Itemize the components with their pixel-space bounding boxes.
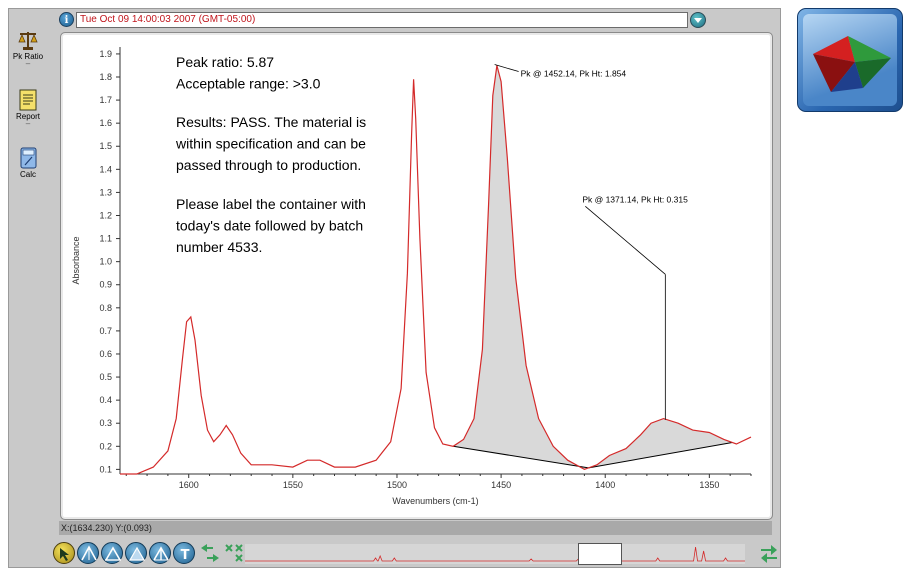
spectrum-chart-panel[interactable]: 0.1 0.2 0.3 0.4 0.5 0.6 0.7 0.8 0.9 1.0 1.1 1.2 1.3 1… [60,32,773,520]
report-label: Report [15,112,40,121]
x-tick-label: 1600 [179,480,199,490]
logo-backdrop [803,14,897,106]
text-tool-icon[interactable]: T [173,542,195,564]
pk-ratio-tool[interactable]: Pk Ratio – [11,29,45,68]
y-tick-label: 1.8 [99,72,112,82]
y-tick-label: 0.1 [99,464,112,474]
annotation-leader-1452 [494,64,519,72]
calc-label: Calc [19,170,36,179]
overview-spectrum-line [245,546,745,562]
spectrum-overview-strip[interactable] [245,543,745,565]
x-tick-label: 1350 [699,480,719,490]
peak-area-1452 [453,65,589,470]
annotation-leader-1371-d [585,205,666,275]
pointer-tool-icon[interactable] [53,542,75,564]
app-window: i Tue Oct 09 14:00:03 2007 (GMT-05:00) P… [8,8,781,568]
area-tool-icon[interactable] [125,542,147,564]
spectrum-line [120,65,752,475]
y-tick-label: 1.2 [99,210,112,220]
y-tick-label: 1.6 [99,118,112,128]
x-tick-label: 1400 [595,480,615,490]
y-tick-label: 0.9 [99,280,112,290]
toolbar-separator: – [25,59,31,68]
peak-tool-icon[interactable] [77,542,99,564]
result-text-line-6: Please label the container with [176,196,366,212]
peak-area-1371-baseline [588,441,733,469]
calc-tool[interactable]: Calc [11,147,45,179]
peak-area-1452-baseline [453,445,589,469]
overview-window-handle[interactable] [578,543,622,565]
info-icon[interactable]: i [59,12,74,27]
peak-area-1371 [588,418,733,468]
y-tick-label: 1.4 [99,164,112,174]
y-tick-label: 0.4 [99,395,112,405]
y-tick-label: 1.9 [99,49,112,59]
y-tick-label: 0.5 [99,372,112,382]
result-text-line-1: Peak ratio: 5.87 [176,54,274,70]
annotation-1371: Pk @ 1371.14, Pk Ht: 0.315 [582,194,688,204]
result-text-line-8: number 4533. [176,239,262,255]
y-tick-label: 1.1 [99,234,112,244]
chevron-down-icon[interactable] [690,12,706,28]
y-tick-label: 1.3 [99,187,112,197]
y-tick-label: 1.0 [99,257,112,267]
timestamp-field[interactable]: Tue Oct 09 14:00:03 2007 (GMT-05:00) [76,12,688,28]
peak-height-tool-icon[interactable] [149,542,171,564]
svg-text:T: T [181,548,190,563]
calculator-icon [17,147,39,169]
app-logo [797,8,903,112]
result-text-line-4: within specification and can be [175,136,366,152]
annotation-1452: Pk @ 1452.14, Pk Ht: 1.854 [521,69,627,79]
baseline-tool-icon[interactable] [101,542,123,564]
pk-ratio-label: Pk Ratio [12,52,44,61]
y-tick-label: 1.5 [99,141,112,151]
y-tick-label: 0.7 [99,326,112,336]
cursor-status-bar: X:(1634.230) Y:(0.093) [59,521,772,535]
y-tick-label: 0.8 [99,303,112,313]
report-tool[interactable]: Report – [11,89,45,128]
y-tick-label: 1.7 [99,95,112,105]
result-text-line-2: Acceptable range: >3.0 [176,76,321,92]
y-axis-label: Absorbance [71,236,81,284]
overview-spectrum [245,546,745,562]
report-icon [17,89,39,111]
result-text-line-7: today's date followed by batch [176,217,363,233]
x-axis-label: Wavenumbers (cm-1) [392,496,478,506]
x-tick-label: 1550 [283,480,303,490]
expand-arrows-icon[interactable] [199,542,221,564]
result-text-line-3: Results: PASS. The material is [176,114,366,130]
vertical-zoom-icon[interactable] [223,542,245,564]
y-tick-label: 0.2 [99,441,112,451]
y-tick-label: 0.6 [99,349,112,359]
balance-icon [17,29,39,51]
pan-arrows-icon[interactable] [759,543,779,565]
toolbar-separator: – [25,119,31,128]
spectrum-chart[interactable]: 0.1 0.2 0.3 0.4 0.5 0.6 0.7 0.8 0.9 1.0 1.1 1.2 1.3 1… [63,35,770,517]
result-text-line-5: passed through to production. [176,157,361,173]
x-tick-label: 1500 [387,480,407,490]
x-tick-label: 1450 [491,480,511,490]
y-tick-label: 0.3 [99,418,112,428]
